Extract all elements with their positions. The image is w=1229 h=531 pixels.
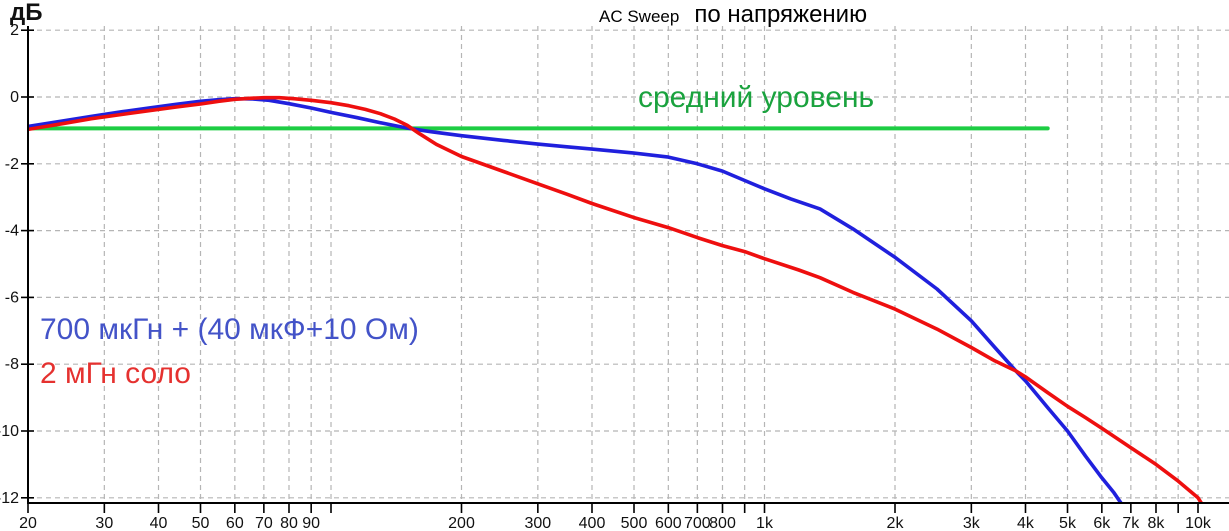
x-tick-label: 80 (280, 515, 298, 531)
y-tick-label: -12 (0, 490, 19, 507)
x-tick-label: 7k (1122, 515, 1140, 531)
x-tick-label: 6k (1093, 515, 1111, 531)
x-tick-label: 1k (756, 515, 774, 531)
x-tick-label: 8k (1148, 515, 1166, 531)
annotation-blue-series: 700 мкГн + (40 мкФ+10 Ом) (40, 313, 419, 346)
chart-title: AC Sweep по напряжению (599, 2, 867, 27)
x-tick-label: 10k (1185, 515, 1212, 531)
x-tick-label: 600 (655, 515, 682, 531)
x-tick-label: 500 (621, 515, 648, 531)
x-tick-label: 70 (255, 515, 273, 531)
y-tick-label: 0 (10, 89, 19, 106)
x-tick-label: 40 (150, 515, 168, 531)
x-tick-label: 20 (19, 515, 37, 531)
series-line-red_line (28, 95, 1204, 503)
x-tick-label: 700 (684, 515, 711, 531)
x-tick-label: 30 (95, 515, 113, 531)
x-tick-label: 300 (524, 515, 551, 531)
x-tick-label: 5k (1059, 515, 1077, 531)
y-tick-label: -4 (5, 223, 19, 240)
x-tick-label: 200 (448, 515, 475, 531)
title-mode: по напряжению (694, 1, 868, 28)
x-tick-label: 60 (226, 515, 244, 531)
y-tick-label: -10 (0, 423, 19, 440)
title-analysis-type: AC Sweep (599, 7, 680, 26)
y-tick-label: -2 (5, 156, 19, 173)
x-tick-label: 2k (887, 515, 905, 531)
annotation-red-series: 2 мГн соло (40, 357, 191, 390)
y-tick-label: 2 (10, 22, 19, 39)
x-tick-label: 4k (1017, 515, 1035, 531)
y-tick-label: -6 (5, 289, 19, 306)
x-tick-label: 3k (963, 515, 981, 531)
x-tick-label: 400 (579, 515, 606, 531)
y-axis-unit-label: дБ (10, 0, 43, 26)
x-tick-label: 50 (192, 515, 210, 531)
x-tick-label: 800 (709, 515, 736, 531)
y-tick-label: -8 (5, 356, 19, 373)
annotation-average-level: средний уровень (638, 81, 875, 114)
series-line-blue_line (28, 96, 1124, 503)
x-tick-label: 90 (302, 515, 320, 531)
